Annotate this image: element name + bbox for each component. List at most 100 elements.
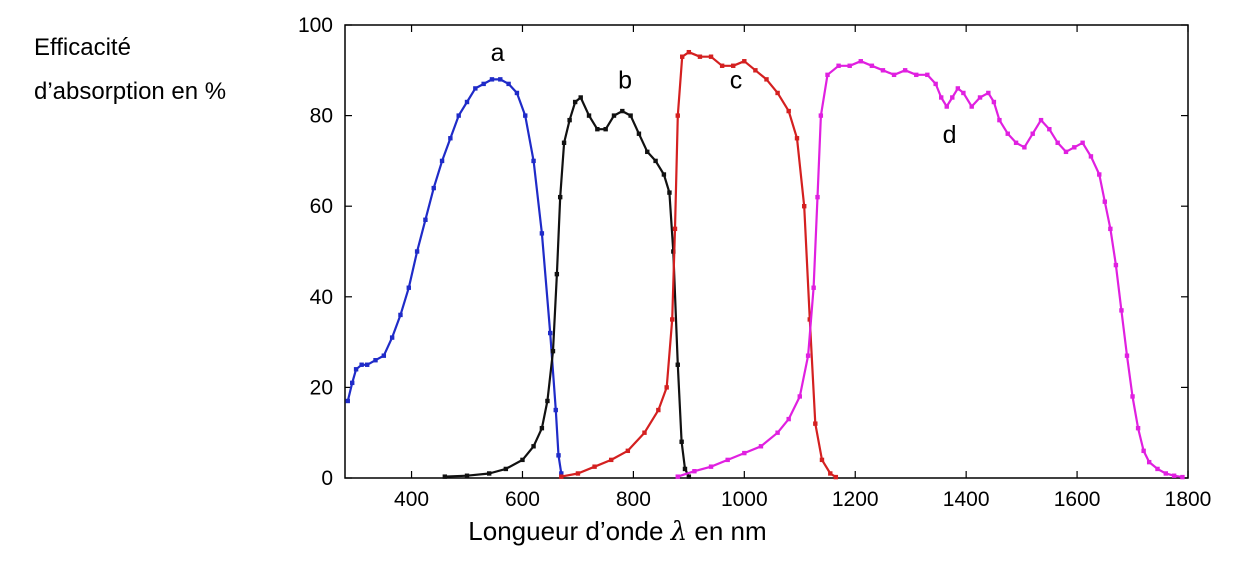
data-point-d: [811, 285, 816, 290]
data-point-c: [786, 108, 791, 114]
data-point-b: [554, 271, 560, 277]
data-point-b: [586, 113, 592, 118]
data-series: [345, 49, 1185, 480]
curve-labels: a b c d: [491, 39, 957, 149]
data-point-d: [818, 113, 824, 118]
data-point-b: [464, 473, 470, 478]
data-point-d: [1030, 131, 1035, 136]
series-line-a: [346, 78, 563, 474]
data-point-b: [578, 95, 583, 100]
x-tick-label: 1000: [721, 488, 768, 511]
data-point-d: [997, 117, 1002, 123]
data-point-b: [531, 444, 536, 449]
data-point-a: [414, 249, 420, 254]
data-point-c: [559, 474, 564, 479]
data-point-d: [786, 416, 791, 422]
data-point-d: [1155, 466, 1160, 472]
data-point-c: [819, 457, 825, 463]
data-point-a: [506, 81, 511, 87]
data-point-b: [520, 457, 525, 463]
data-point-c: [802, 204, 807, 209]
data-point-d: [836, 63, 841, 68]
data-point-d: [692, 469, 697, 474]
x-axis-label-unit: en nm: [687, 516, 767, 546]
data-point-a: [398, 312, 403, 318]
data-point-d: [1072, 145, 1077, 150]
data-point-c: [731, 63, 736, 68]
data-point-c: [742, 59, 747, 64]
series-d: [675, 59, 1185, 480]
data-point-c: [609, 457, 614, 463]
data-point-b: [603, 126, 608, 132]
data-point-c: [719, 63, 725, 68]
y-tick-label: 20: [310, 376, 333, 399]
data-point-c: [642, 430, 647, 435]
data-point-a: [364, 362, 370, 367]
data-point-b: [557, 194, 563, 200]
data-point-a: [359, 362, 364, 367]
data-point-b: [661, 172, 667, 177]
data-point-d: [1013, 140, 1019, 145]
data-point-d: [797, 394, 802, 399]
data-point-d: [925, 72, 930, 78]
data-point-d: [847, 63, 852, 68]
axis-ticks: 400 600 800 1000 1200 1400 1600 1800 0 20 40 60 80 10…: [298, 14, 1211, 511]
data-point-b: [503, 466, 509, 472]
data-point-b: [539, 425, 545, 431]
data-point-c: [680, 54, 685, 59]
data-point-c: [672, 226, 678, 232]
data-point-a: [406, 285, 411, 290]
data-point-d: [1180, 474, 1185, 480]
data-point-c: [775, 90, 780, 96]
data-point-d: [914, 72, 919, 78]
data-point-d: [955, 86, 961, 91]
data-point-c: [625, 448, 631, 454]
data-point-d: [1097, 172, 1102, 177]
data-point-d: [825, 72, 830, 78]
y-tick-label: 80: [310, 105, 333, 128]
data-point-d: [977, 95, 983, 100]
data-point-d: [1171, 473, 1177, 478]
data-point-c: [656, 407, 661, 413]
data-point-c: [708, 54, 714, 59]
curve-label-d: d: [943, 121, 957, 149]
data-point-a: [423, 217, 428, 222]
y-axis-label-line-2: d’absorption en %: [34, 78, 227, 105]
x-tick-label: 600: [505, 488, 540, 511]
data-point-c: [813, 421, 818, 426]
data-point-a: [389, 335, 395, 340]
data-point-b: [667, 190, 672, 195]
data-point-d: [805, 353, 811, 358]
y-tick-label: 60: [310, 195, 333, 218]
data-point-b: [653, 158, 658, 164]
data-point-d: [1080, 140, 1085, 145]
series-a: [345, 77, 564, 476]
data-point-c: [764, 77, 769, 82]
x-axis-label-text: Longueur d’onde: [468, 516, 671, 546]
data-point-a: [553, 407, 558, 413]
data-point-c: [664, 385, 669, 390]
data-point-d: [969, 104, 974, 109]
series-line-d: [677, 60, 1183, 479]
data-point-d: [1055, 140, 1060, 145]
data-point-a: [439, 158, 445, 164]
data-point-d: [891, 72, 897, 78]
x-tick-label: 1800: [1165, 488, 1212, 511]
data-point-b: [595, 126, 600, 132]
data-point-c: [828, 471, 833, 476]
data-point-d: [1022, 145, 1027, 150]
data-point-d: [708, 464, 714, 469]
data-point-b: [545, 398, 550, 404]
data-point-b: [628, 113, 633, 118]
data-point-a: [448, 136, 453, 141]
data-point-a: [464, 99, 470, 105]
data-point-d: [1038, 117, 1044, 123]
lambda-symbol: λ: [670, 517, 688, 547]
x-tick-label: 800: [616, 488, 651, 511]
data-point-d: [1088, 154, 1094, 159]
data-point-c: [592, 464, 597, 469]
plot-frame: [344, 24, 1189, 479]
data-point-d: [725, 457, 730, 463]
data-point-a: [489, 77, 495, 82]
data-point-a: [345, 398, 350, 404]
